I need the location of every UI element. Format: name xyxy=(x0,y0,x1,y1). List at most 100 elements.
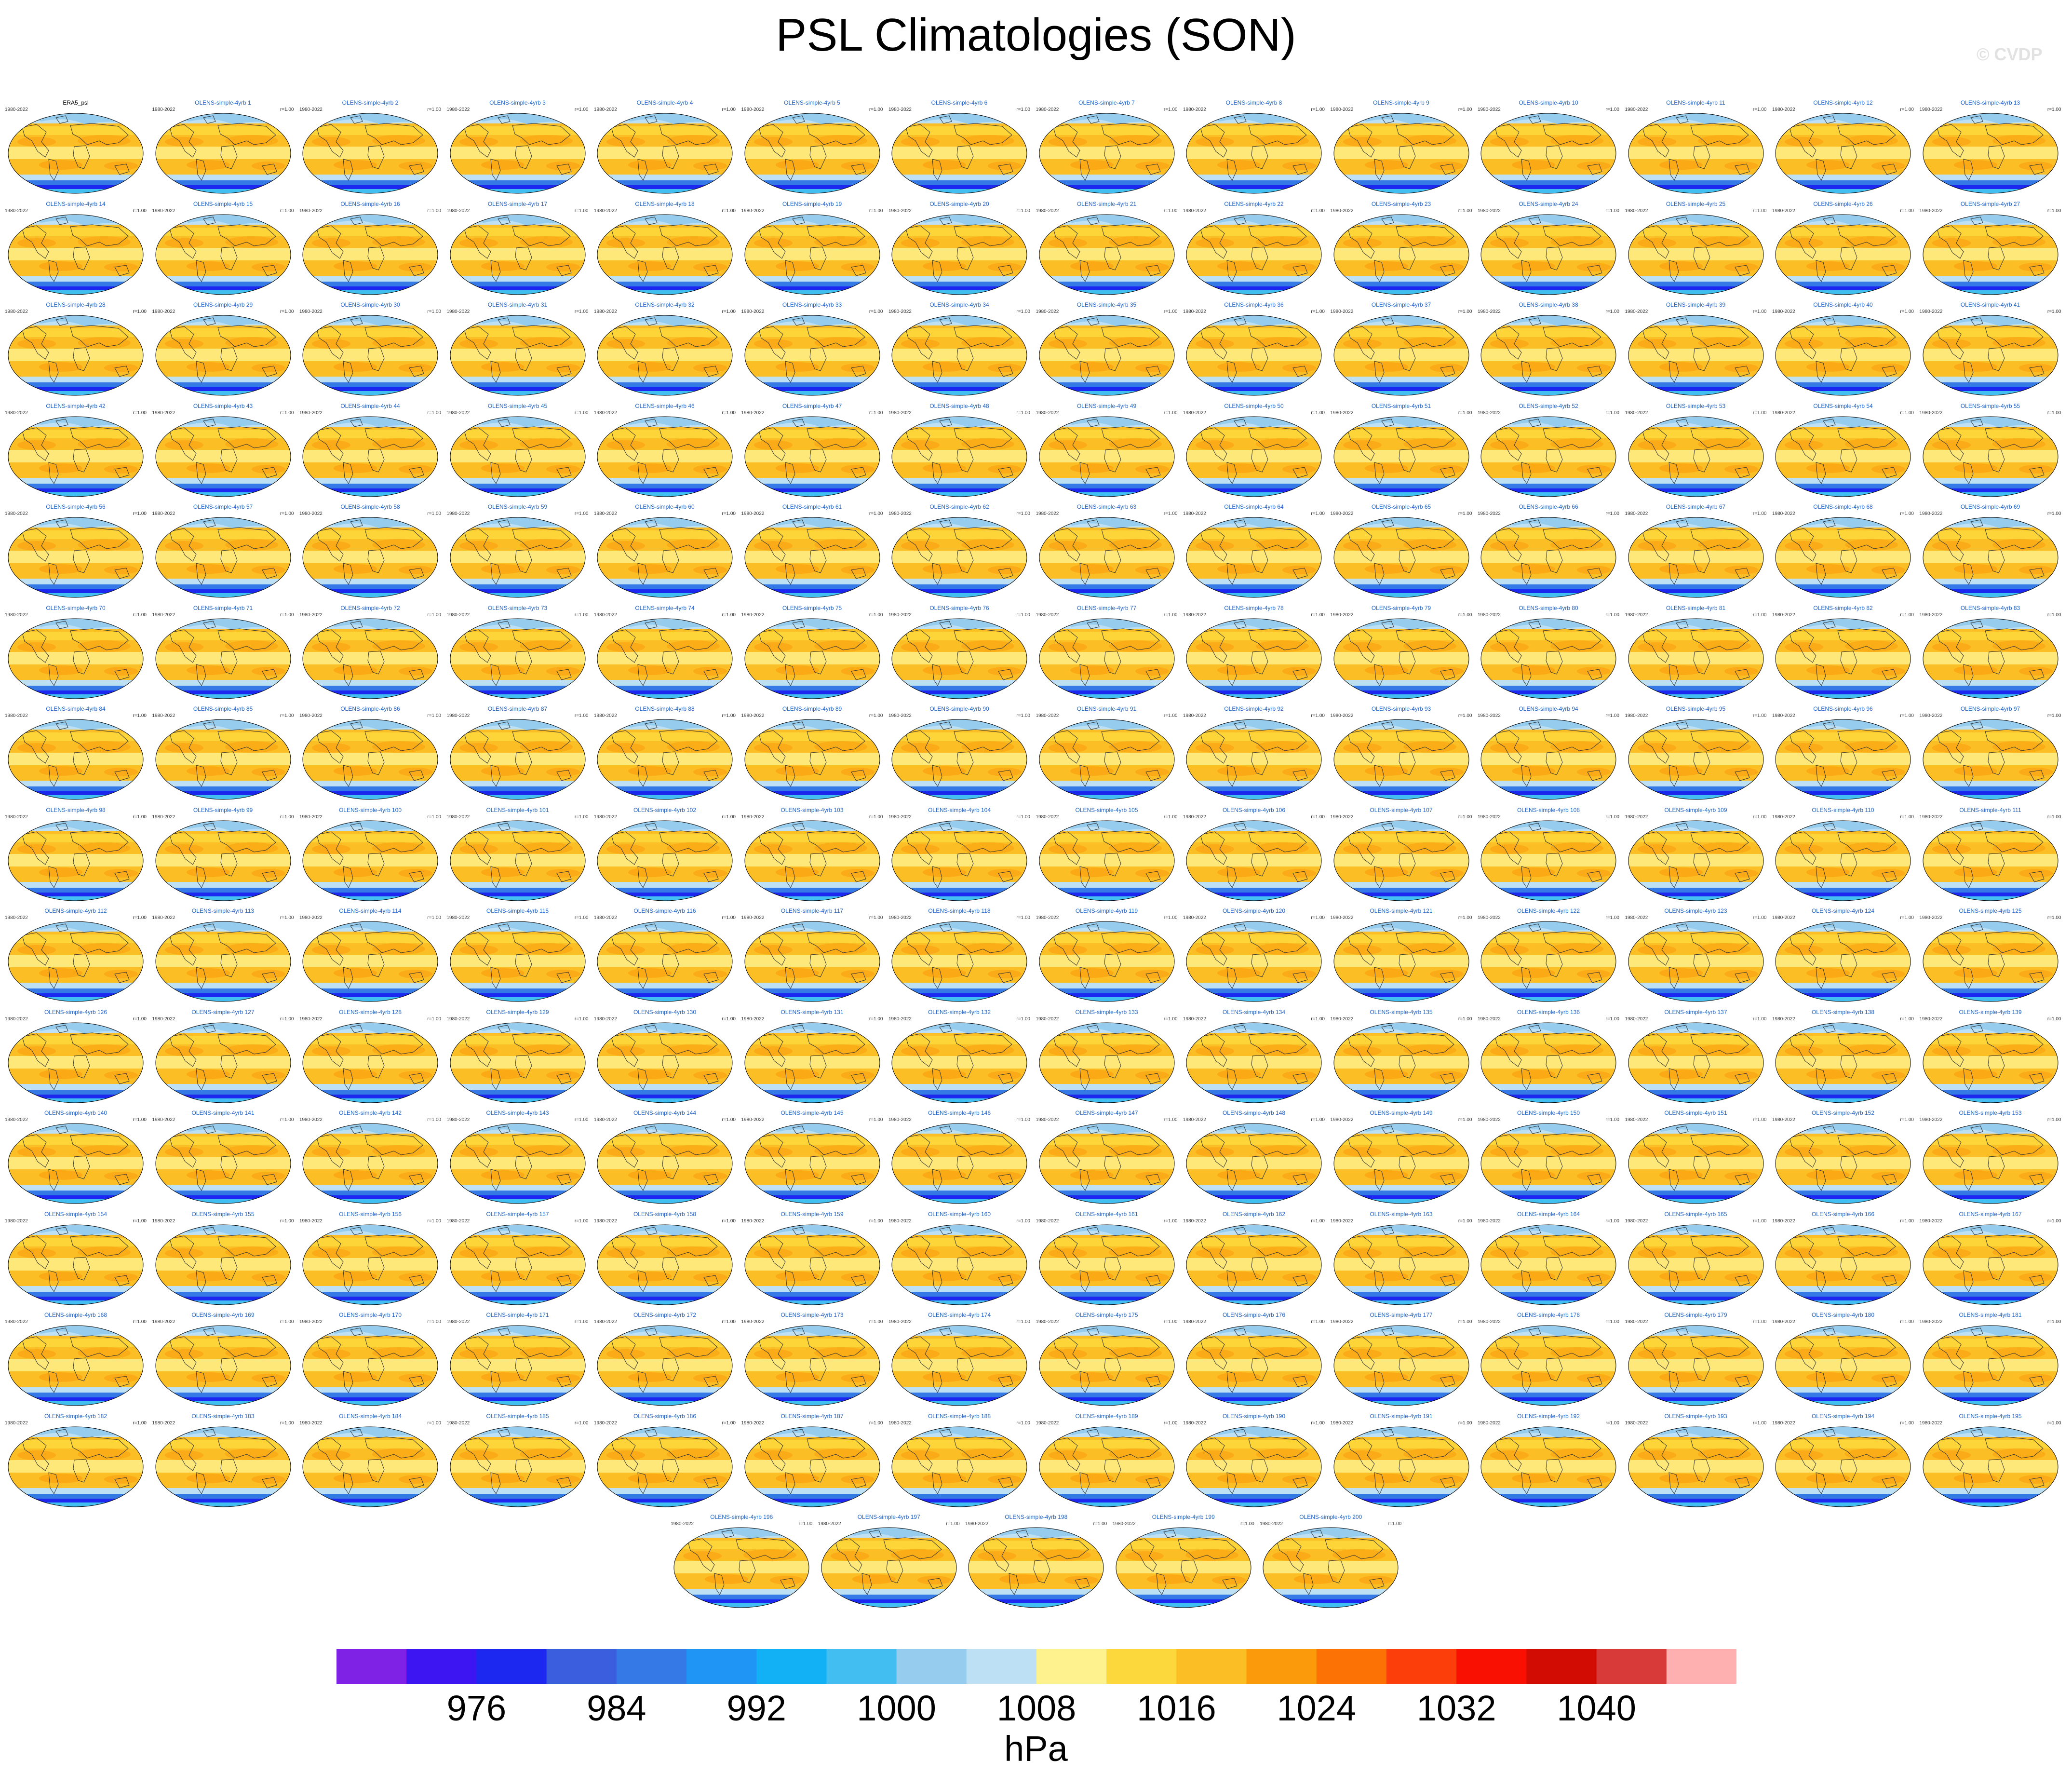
panel-pattern-correlation: r=1.00 xyxy=(1311,309,1325,314)
psl-map xyxy=(1923,1224,2058,1305)
panel-pattern-correlation: r=1.00 xyxy=(2047,410,2061,416)
panel-years: 1980-2022 xyxy=(888,1319,912,1325)
panel-pattern-correlation: r=1.00 xyxy=(2047,1218,2061,1224)
ensemble-member-panel: OLENS-simple-4yrb 183 1980-2022 r=1.00 xyxy=(151,1413,295,1509)
psl-map xyxy=(1480,1022,1616,1103)
panel-title: OLENS-simple-4yrb 7 xyxy=(1078,99,1135,106)
ensemble-member-panel: OLENS-simple-4yrb 69 1980-2022 r=1.00 xyxy=(1919,503,2062,600)
panel-title: OLENS-simple-4yrb 171 xyxy=(486,1312,549,1318)
panel-years: 1980-2022 xyxy=(152,1218,175,1224)
panel-title: OLENS-simple-4yrb 5 xyxy=(784,99,840,106)
psl-map xyxy=(1628,618,1763,699)
panel-pattern-correlation: r=1.00 xyxy=(2047,511,2061,516)
ensemble-member-panel: OLENS-simple-4yrb 186 1980-2022 r=1.00 xyxy=(593,1413,737,1509)
psl-map xyxy=(744,113,880,194)
panel-pattern-correlation: r=1.00 xyxy=(1752,1016,1767,1022)
panel-pattern-correlation: r=1.00 xyxy=(280,915,294,920)
ensemble-member-panel: OLENS-simple-4yrb 48 1980-2022 r=1.00 xyxy=(888,403,1031,499)
panel-title: OLENS-simple-4yrb 86 xyxy=(340,705,400,712)
psl-map xyxy=(1775,517,1911,598)
ensemble-member-panel: OLENS-simple-4yrb 31 1980-2022 r=1.00 xyxy=(446,301,590,398)
panel-pattern-correlation: r=1.00 xyxy=(1752,511,1767,516)
panel-years: 1980-2022 xyxy=(1919,1218,1943,1224)
panel-pattern-correlation: r=1.00 xyxy=(1093,1521,1107,1527)
panel-years: 1980-2022 xyxy=(1772,410,1795,416)
psl-map xyxy=(1923,820,2058,901)
ensemble-member-panel: OLENS-simple-4yrb 96 1980-2022 r=1.00 xyxy=(1771,705,1915,802)
panel-years: 1980-2022 xyxy=(152,511,175,516)
psl-map xyxy=(8,113,144,194)
ensemble-member-panel: OLENS-simple-4yrb 110 1980-2022 r=1.00 xyxy=(1771,807,1915,903)
ensemble-member-panel: OLENS-simple-4yrb 115 1980-2022 r=1.00 xyxy=(446,907,590,1004)
panel-title: OLENS-simple-4yrb 177 xyxy=(1370,1312,1433,1318)
panel-years: 1980-2022 xyxy=(1183,1420,1206,1426)
psl-map xyxy=(597,1022,733,1103)
panel-title: OLENS-simple-4yrb 179 xyxy=(1664,1312,1727,1318)
panel-years: 1980-2022 xyxy=(1772,309,1795,314)
panel-years: 1980-2022 xyxy=(1625,309,1648,314)
panel-years: 1980-2022 xyxy=(1772,713,1795,718)
panel-pattern-correlation: r=1.00 xyxy=(280,612,294,618)
ensemble-member-panel: OLENS-simple-4yrb 94 1980-2022 r=1.00 xyxy=(1477,705,1620,802)
panel-title: OLENS-simple-4yrb 143 xyxy=(486,1110,549,1116)
psl-map xyxy=(302,1426,438,1507)
ensemble-member-panel: OLENS-simple-4yrb 2 1980-2022 r=1.00 xyxy=(298,99,442,196)
ensemble-member-panel: OLENS-simple-4yrb 157 1980-2022 r=1.00 xyxy=(446,1211,590,1307)
panel-title: OLENS-simple-4yrb 117 xyxy=(780,907,844,914)
panel-pattern-correlation: r=1.00 xyxy=(1458,107,1472,112)
psl-map xyxy=(8,820,144,901)
panel-pattern-correlation: r=1.00 xyxy=(427,1319,441,1325)
panel-years: 1980-2022 xyxy=(594,1117,617,1123)
ensemble-member-panel: OLENS-simple-4yrb 119 1980-2022 r=1.00 xyxy=(1035,907,1179,1004)
panel-title: OLENS-simple-4yrb 175 xyxy=(1075,1312,1138,1318)
panel-title: OLENS-simple-4yrb 43 xyxy=(193,402,253,409)
panel-years: 1980-2022 xyxy=(1772,1420,1795,1426)
ensemble-member-panel: OLENS-simple-4yrb 120 1980-2022 r=1.00 xyxy=(1182,907,1326,1004)
psl-map xyxy=(744,1123,880,1204)
psl-map xyxy=(1333,1325,1469,1406)
ensemble-member-panel: OLENS-simple-4yrb 112 1980-2022 r=1.00 xyxy=(4,907,148,1004)
panel-years: 1980-2022 xyxy=(1772,1319,1795,1325)
ensemble-member-panel: OLENS-simple-4yrb 91 1980-2022 r=1.00 xyxy=(1035,705,1179,802)
panel-years: 1980-2022 xyxy=(1772,1016,1795,1022)
ensemble-member-panel: OLENS-simple-4yrb 147 1980-2022 r=1.00 xyxy=(1035,1110,1179,1206)
panel-pattern-correlation: r=1.00 xyxy=(1605,814,1619,820)
ensemble-member-panel: OLENS-simple-4yrb 113 1980-2022 r=1.00 xyxy=(151,907,295,1004)
panel-title: OLENS-simple-4yrb 197 xyxy=(857,1514,920,1520)
panel-pattern-correlation: r=1.00 xyxy=(1605,612,1619,618)
psl-map xyxy=(1480,719,1616,800)
panel-years: 1980-2022 xyxy=(594,410,617,416)
panel-title: OLENS-simple-4yrb 81 xyxy=(1666,604,1726,611)
ensemble-member-panel: OLENS-simple-4yrb 173 1980-2022 r=1.00 xyxy=(740,1312,884,1408)
panel-title: OLENS-simple-4yrb 135 xyxy=(1370,1008,1433,1015)
panel-pattern-correlation: r=1.00 xyxy=(1752,814,1767,820)
ensemble-member-panel: OLENS-simple-4yrb 195 1980-2022 r=1.00 xyxy=(1919,1413,2062,1509)
panel-title: OLENS-simple-4yrb 60 xyxy=(635,503,695,510)
psl-map xyxy=(1480,820,1616,901)
ensemble-member-panel: OLENS-simple-4yrb 154 1980-2022 r=1.00 xyxy=(4,1211,148,1307)
panel-pattern-correlation: r=1.00 xyxy=(1016,1319,1030,1325)
psl-map xyxy=(1480,618,1616,699)
panel-title: OLENS-simple-4yrb 128 xyxy=(338,1008,402,1015)
panel-title: OLENS-simple-4yrb 23 xyxy=(1371,200,1431,207)
panel-pattern-correlation: r=1.00 xyxy=(1311,107,1325,112)
panel-title: OLENS-simple-4yrb 89 xyxy=(782,705,842,712)
psl-map xyxy=(1333,921,1469,1002)
psl-map xyxy=(744,1224,880,1305)
colorbar-swatch xyxy=(1036,1649,1107,1684)
panel-pattern-correlation: r=1.00 xyxy=(1016,713,1030,718)
panel-pattern-correlation: r=1.00 xyxy=(427,814,441,820)
panel-years: 1980-2022 xyxy=(1625,410,1648,416)
ensemble-member-panel: OLENS-simple-4yrb 133 1980-2022 r=1.00 xyxy=(1035,1009,1179,1105)
ensemble-member-panel: OLENS-simple-4yrb 153 1980-2022 r=1.00 xyxy=(1919,1110,2062,1206)
panel-title: OLENS-simple-4yrb 92 xyxy=(1224,705,1284,712)
panel-years: 1980-2022 xyxy=(888,208,912,214)
panel-years: 1980-2022 xyxy=(5,1117,28,1123)
ensemble-member-panel: OLENS-simple-4yrb 181 1980-2022 r=1.00 xyxy=(1919,1312,2062,1408)
ensemble-member-panel: OLENS-simple-4yrb 6 1980-2022 r=1.00 xyxy=(888,99,1031,196)
panel-title: OLENS-simple-4yrb 38 xyxy=(1519,301,1578,308)
panel-pattern-correlation: r=1.00 xyxy=(1458,612,1472,618)
panel-years: 1980-2022 xyxy=(1625,1016,1648,1022)
panel-title: OLENS-simple-4yrb 77 xyxy=(1076,604,1137,611)
panel-pattern-correlation: r=1.00 xyxy=(280,1016,294,1022)
